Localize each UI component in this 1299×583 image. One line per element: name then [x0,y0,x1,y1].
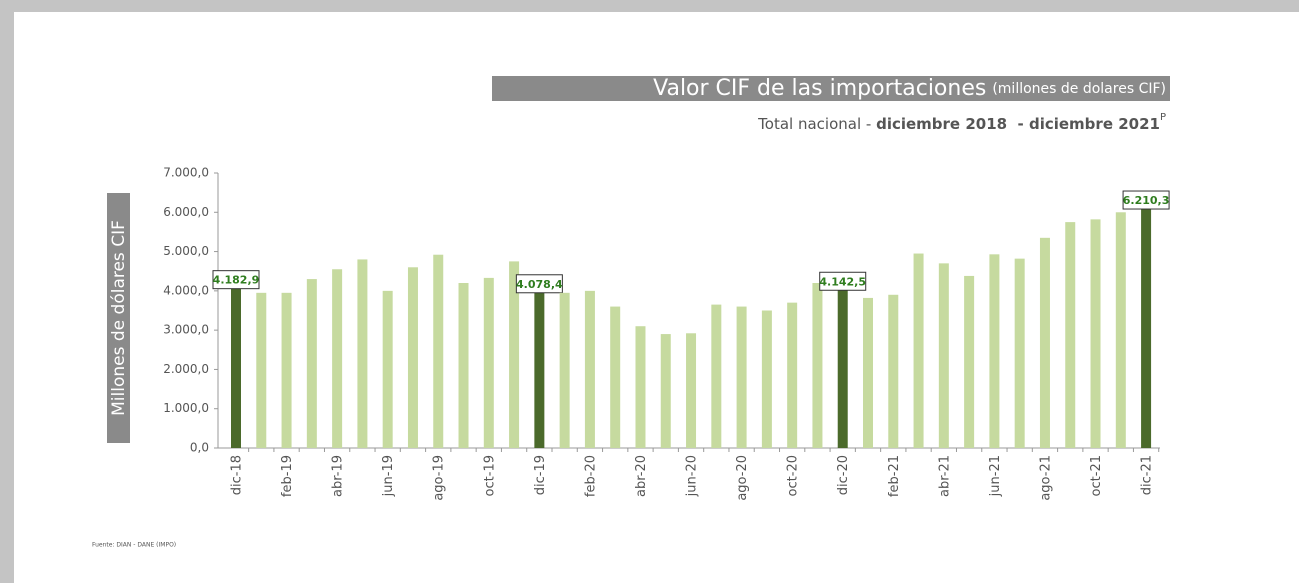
bar [711,304,722,448]
bar [256,292,267,448]
y-tick-label: 3.000,0 [163,323,209,337]
value-label-box [819,271,867,291]
x-tick-label: dic-18 [230,455,245,495]
x-tick-label: jun-21 [988,455,1003,497]
y-tick-label: 7.000,0 [163,166,209,180]
bar [812,283,823,448]
x-tick-label: abr-19 [331,455,346,497]
x-tick-label: jun-19 [381,455,396,497]
bar [787,302,798,448]
value-label: 4.182,9 [213,274,260,287]
bar [382,290,393,448]
subtitle-mark: P [1160,112,1166,123]
bar [407,267,418,448]
bar [913,253,924,448]
title-unit: (millones de dolares CIF) [992,81,1166,97]
x-tick-label: ago-19 [432,455,447,501]
bar [357,259,368,448]
bar [281,292,292,448]
x-tick-label: feb-21 [887,455,902,497]
bar [1115,212,1126,448]
bar [483,277,494,448]
value-label: 6.210,3 [1123,194,1170,207]
y-axis-label: Millones de dólares CIF [109,220,129,416]
x-tick-label: oct-20 [786,455,801,496]
bar [686,333,697,448]
value-label: 4.078,4 [516,278,563,291]
subtitle-text: Total nacional - [757,115,876,133]
bar [610,306,621,448]
bar [863,297,873,448]
x-tick-label: feb-19 [280,455,295,497]
bar [534,287,545,448]
bar [964,275,975,448]
bar [458,283,469,448]
bar [635,326,646,448]
bar [736,306,747,448]
bar [761,310,772,448]
bar [1065,222,1076,448]
title-box [492,76,1170,101]
subtitle-period: diciembre 2018 - diciembre 2021 [876,115,1160,133]
bar [433,254,444,448]
x-tick-label: abr-20 [634,455,649,497]
x-tick-label: jun-20 [685,455,700,497]
source: Fuente: DIAN - DANE (IMPO) [92,542,176,549]
x-tick-label: ago-20 [735,455,750,501]
value-label-box [212,270,260,290]
bar [837,285,848,448]
x-tick-label: dic-19 [533,455,548,495]
x-tick-label: oct-21 [1089,455,1104,496]
bar [1014,258,1025,448]
x-tick-label: dic-20 [836,455,851,495]
y-tick-label: 5.000,0 [163,244,209,258]
x-tick-label: dic-21 [1140,455,1155,495]
value-label: 4.142,5 [819,275,866,288]
x-tick-label: feb-20 [583,455,598,497]
bar [332,269,343,448]
bar [1090,219,1101,448]
chart-subtitle: Total nacional - diciembre 2018 - diciem… [757,112,1166,133]
bar [888,294,899,448]
y-tick-label: 6.000,0 [163,205,209,219]
x-tick-label: ago-21 [1038,455,1053,501]
bar [584,290,595,448]
chart-title: Valor CIF de las importaciones (millones … [653,76,1166,101]
bar [231,283,241,448]
bar [306,279,317,448]
y-tick-label: 0,0 [190,441,209,455]
y-tick-label: 4.000,0 [163,283,209,297]
bar [559,292,570,448]
bar [938,263,949,448]
value-label-box [515,274,563,294]
y-label-box [107,193,130,443]
bar [1039,237,1050,448]
title-main: Valor CIF de las importaciones [653,76,986,101]
panel [14,12,1299,583]
value-label-box [1122,190,1170,210]
y-tick-label: 2.000,0 [163,362,209,376]
x-tick-label: abr-21 [937,455,952,497]
x-tick-label: oct-19 [482,455,497,496]
bar [660,334,671,448]
bar [509,261,520,448]
y-tick-label: 1.000,0 [163,401,209,415]
bar [989,254,1000,448]
bar [1141,204,1152,448]
